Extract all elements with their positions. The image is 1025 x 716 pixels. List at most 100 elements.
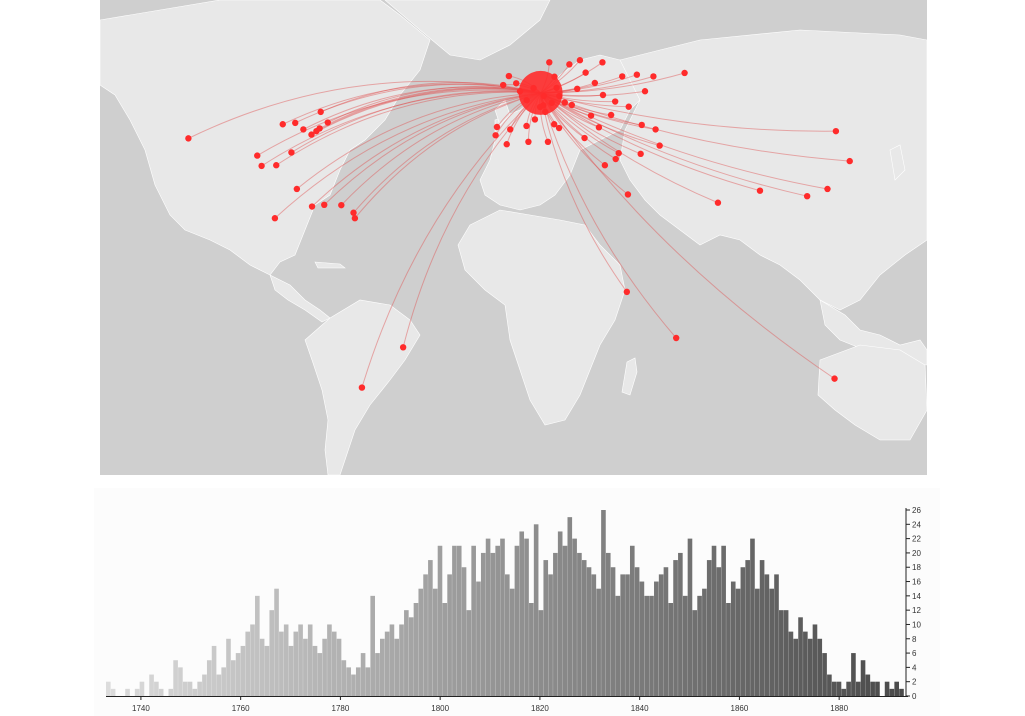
destination-point[interactable] xyxy=(338,201,345,209)
histogram-bar[interactable] xyxy=(822,653,827,696)
histogram-bar[interactable] xyxy=(404,610,409,696)
destination-point[interactable] xyxy=(316,125,323,132)
histogram-bar[interactable] xyxy=(351,674,356,696)
histogram-bar[interactable] xyxy=(735,588,741,696)
destination-point[interactable] xyxy=(756,187,764,194)
histogram-bar[interactable] xyxy=(331,631,337,696)
histogram-bar[interactable] xyxy=(687,538,693,696)
histogram-bar[interactable] xyxy=(230,660,236,696)
histogram-bar[interactable] xyxy=(355,667,361,696)
histogram-bar[interactable] xyxy=(365,667,371,696)
histogram-bar[interactable] xyxy=(870,681,875,696)
histogram-bar[interactable] xyxy=(553,552,558,696)
destination-point[interactable] xyxy=(185,135,192,142)
histogram-bar[interactable] xyxy=(529,603,534,696)
histogram-bar[interactable] xyxy=(894,681,899,696)
histogram-bar[interactable] xyxy=(312,645,318,696)
histogram-bar[interactable] xyxy=(774,574,779,696)
destination-point[interactable] xyxy=(576,57,584,64)
histogram-bar[interactable] xyxy=(601,510,606,696)
histogram-bar[interactable] xyxy=(389,624,395,696)
histogram-bar[interactable] xyxy=(298,624,303,696)
histogram-bar[interactable] xyxy=(538,610,544,696)
histogram-bar[interactable] xyxy=(173,660,178,696)
histogram-bar[interactable] xyxy=(572,538,577,696)
histogram-bar[interactable] xyxy=(865,674,871,696)
destination-point[interactable] xyxy=(652,126,659,133)
histogram-bar[interactable] xyxy=(577,552,582,696)
destination-point[interactable] xyxy=(595,124,603,131)
histogram-bar[interactable] xyxy=(432,588,438,696)
histogram-bar[interactable] xyxy=(178,667,183,696)
histogram-bar[interactable] xyxy=(745,560,750,696)
histogram-bar[interactable] xyxy=(303,638,308,696)
destination-point[interactable] xyxy=(507,126,514,133)
histogram-bar[interactable] xyxy=(754,588,760,696)
histogram-bar[interactable] xyxy=(341,660,347,696)
destination-point[interactable] xyxy=(831,375,838,382)
histogram-bar[interactable] xyxy=(264,645,270,696)
destination-point[interactable] xyxy=(561,99,568,106)
histogram-bar[interactable] xyxy=(139,681,145,696)
histogram-bar[interactable] xyxy=(423,574,428,696)
histogram-bar[interactable] xyxy=(110,688,116,696)
destination-point[interactable] xyxy=(293,185,301,193)
histogram-bar[interactable] xyxy=(327,624,332,696)
histogram-bar[interactable] xyxy=(279,631,284,696)
histogram-panel[interactable]: 1740 1760 1780 1800 1820 1840 1860 1880 0 2 4 6 8 10… xyxy=(94,488,940,716)
histogram-bar[interactable] xyxy=(586,567,592,696)
histogram-bar[interactable] xyxy=(206,660,212,696)
histogram-bar[interactable] xyxy=(581,560,587,696)
histogram-bar[interactable] xyxy=(702,588,707,696)
histogram-bar[interactable] xyxy=(596,588,601,696)
map-panel[interactable] xyxy=(100,0,927,475)
destination-point[interactable] xyxy=(273,162,280,169)
histogram-bar[interactable] xyxy=(548,574,553,696)
histogram-bar[interactable] xyxy=(807,638,813,696)
destination-point[interactable] xyxy=(574,85,581,93)
histogram-bar[interactable] xyxy=(245,631,251,696)
histogram-bar[interactable] xyxy=(255,595,260,696)
destination-point[interactable] xyxy=(321,201,328,209)
destination-point[interactable] xyxy=(292,119,299,127)
histogram-bar[interactable] xyxy=(658,574,664,696)
histogram-bar[interactable] xyxy=(591,574,597,696)
destination-point[interactable] xyxy=(623,288,631,296)
histogram-bar[interactable] xyxy=(884,681,890,696)
destination-point[interactable] xyxy=(523,122,530,130)
destination-point[interactable] xyxy=(493,123,501,131)
destination-point[interactable] xyxy=(566,61,573,68)
histogram-bar[interactable] xyxy=(543,560,549,696)
histogram-bar[interactable] xyxy=(216,674,222,696)
histogram-bar[interactable] xyxy=(605,552,611,696)
histogram-bar[interactable] xyxy=(370,595,376,696)
histogram-bar[interactable] xyxy=(899,688,904,696)
destination-point[interactable] xyxy=(324,119,331,126)
histogram-bar[interactable] xyxy=(793,638,799,696)
histogram-bar[interactable] xyxy=(495,545,500,696)
destination-point[interactable] xyxy=(619,73,626,80)
histogram-bar[interactable] xyxy=(192,688,198,696)
histogram-bar[interactable] xyxy=(428,560,433,696)
histogram-bar[interactable] xyxy=(380,638,385,696)
histogram-bar[interactable] xyxy=(803,631,808,696)
histogram-bar[interactable] xyxy=(413,603,419,696)
histogram-bar[interactable] xyxy=(673,560,678,696)
histogram-bar[interactable] xyxy=(259,638,265,696)
destination-point[interactable] xyxy=(581,134,588,142)
histogram-bar[interactable] xyxy=(158,688,164,696)
histogram-bar[interactable] xyxy=(875,681,880,696)
histogram-bar[interactable] xyxy=(649,595,654,696)
destination-point[interactable] xyxy=(624,191,632,198)
destination-point[interactable] xyxy=(550,121,558,128)
histogram-bar[interactable] xyxy=(149,674,154,696)
destination-point[interactable] xyxy=(832,127,840,135)
histogram-bar[interactable] xyxy=(798,617,803,696)
histogram-bar[interactable] xyxy=(788,631,794,696)
destination-point[interactable] xyxy=(650,73,657,80)
histogram-bar[interactable] xyxy=(211,645,217,696)
histogram-bar[interactable] xyxy=(447,574,452,696)
histogram-bar[interactable] xyxy=(629,545,635,696)
histogram-bar[interactable] xyxy=(841,688,847,696)
destination-point[interactable] xyxy=(254,152,261,159)
